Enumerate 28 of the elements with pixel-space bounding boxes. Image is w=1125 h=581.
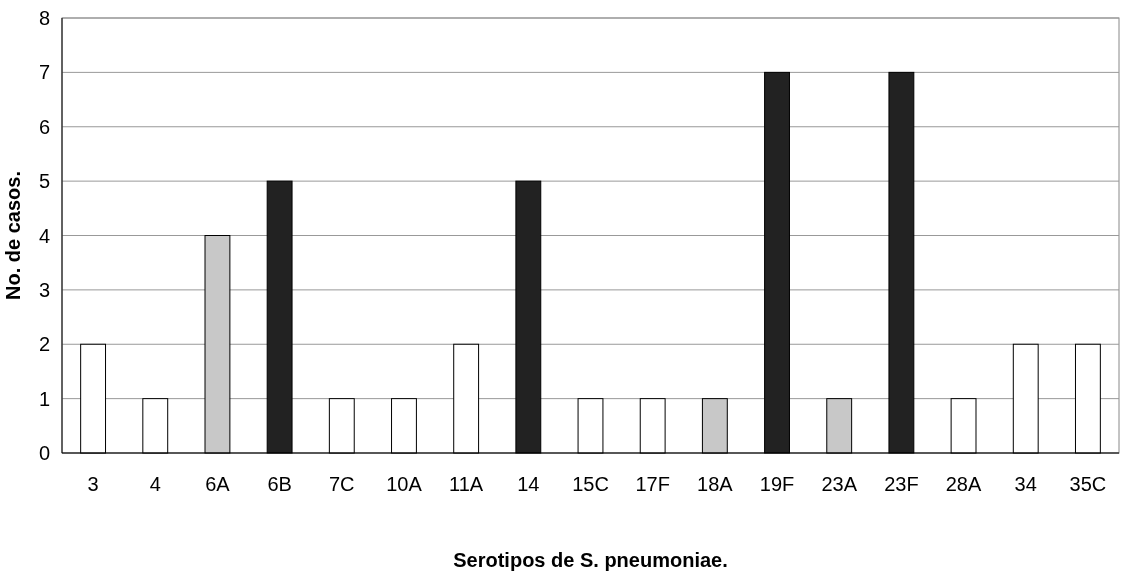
y-tick-label: 2 <box>38 333 50 356</box>
y-tick-label: 4 <box>38 224 50 247</box>
x-tick-label: 7C <box>329 473 355 495</box>
y-tick-label: 0 <box>38 442 50 464</box>
x-tick-label: 10A <box>386 473 423 495</box>
x-tick-label: 14 <box>517 473 540 495</box>
y-tick-label: 6 <box>38 115 50 138</box>
x-tick-label: 17F <box>635 473 670 495</box>
x-tick-label: 11A <box>449 473 484 495</box>
y-tick-label: 1 <box>38 387 50 410</box>
x-tick-label: 28A <box>945 473 983 495</box>
x-tick-label: 23F <box>884 473 919 495</box>
y-tick-label: 5 <box>38 170 50 193</box>
y-tick-label: 3 <box>38 278 50 301</box>
x-tick-label: 3 <box>87 473 99 495</box>
y-tick-label: 8 <box>38 7 50 29</box>
x-tick-label: 4 <box>149 473 161 495</box>
x-tick-label: 34 <box>1014 473 1037 495</box>
x-axis-title: Serotipos de S. pneumoniae. <box>453 549 728 571</box>
x-tick-label: 6B <box>267 473 292 495</box>
x-tick-label: 18A <box>697 473 734 495</box>
y-axis-title: No. de casos. <box>2 171 24 300</box>
x-tick-label: 35C <box>1069 473 1107 495</box>
x-tick-label: 19F <box>759 473 795 495</box>
x-tick-label: 6A <box>205 473 231 495</box>
y-tick-label: 7 <box>38 61 50 84</box>
x-tick-label: 15C <box>572 473 609 495</box>
x-tick-label: 23A <box>821 473 858 495</box>
